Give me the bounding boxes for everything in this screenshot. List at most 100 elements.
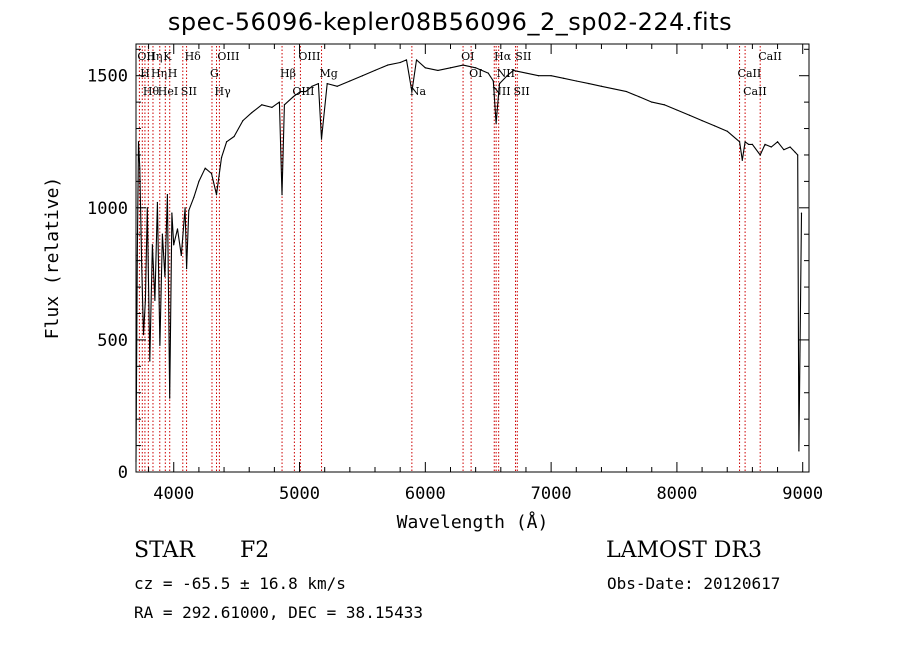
redshift-readout: cz = -65.5 ± 16.8 km/s bbox=[134, 574, 346, 593]
flux-point-76 bbox=[651, 101, 653, 103]
x-tick-label-4: 8000 bbox=[656, 484, 697, 504]
flux-point-28 bbox=[215, 193, 218, 196]
marker-label-14: OIII bbox=[292, 85, 314, 98]
axis-ticks: 4000 5000 6000 7000 8000 9000 0 500 1000 1500 bbox=[87, 44, 823, 504]
flux-point-70 bbox=[575, 80, 577, 82]
marker-label-5: HeI bbox=[158, 85, 178, 98]
flux-point-4 bbox=[141, 265, 143, 267]
flux-point-55 bbox=[424, 67, 426, 69]
marker-labels: OIIHHθHηHηHeIKHSIIHδGHγOIIIHβOIIIOIIIMgN… bbox=[137, 50, 781, 98]
flux-point-15 bbox=[166, 193, 169, 196]
marker-label-8: SII bbox=[181, 85, 197, 98]
flux-point-80 bbox=[701, 120, 703, 122]
marker-label-0: OII bbox=[137, 50, 155, 63]
flux-line bbox=[135, 59, 803, 462]
marker-label-27: CaII bbox=[758, 50, 782, 63]
y-tick-label-3: 1500 bbox=[87, 67, 128, 87]
flux-point-50 bbox=[386, 64, 389, 66]
flux-point-74 bbox=[625, 90, 628, 93]
y-tick-label-0: 0 bbox=[118, 463, 128, 483]
flux-point-63 bbox=[498, 83, 501, 85]
flux-point-39 bbox=[292, 96, 294, 98]
flux-point-8 bbox=[149, 360, 151, 362]
flux-point-75 bbox=[638, 96, 640, 98]
marker-label-11: Hγ bbox=[215, 85, 232, 98]
flux-point-83 bbox=[738, 141, 741, 143]
marker-label-1: H bbox=[140, 67, 150, 80]
flux-point-22 bbox=[185, 267, 188, 270]
flux-point-56 bbox=[437, 69, 439, 72]
flux-point-1 bbox=[136, 254, 138, 256]
plot-frame bbox=[135, 43, 810, 473]
marker-label-4: Hη bbox=[151, 67, 167, 80]
marker-label-13: Hβ bbox=[280, 67, 296, 80]
flux-point-58 bbox=[462, 64, 464, 66]
flux-point-42 bbox=[311, 85, 313, 87]
flux-point-20 bbox=[180, 254, 182, 256]
flux-point-35 bbox=[271, 106, 273, 109]
x-tick-label-0: 4000 bbox=[153, 484, 194, 504]
flux-point-25 bbox=[198, 180, 200, 182]
observation-date: Obs-Date: 20120617 bbox=[607, 574, 781, 593]
flux-point-92 bbox=[783, 149, 785, 151]
marker-label-16: Mg bbox=[320, 67, 338, 80]
survey-name: LAMOST DR3 bbox=[606, 538, 762, 563]
flux-point-54 bbox=[415, 59, 418, 61]
marker-label-22: NII bbox=[497, 67, 515, 80]
flux-point-60 bbox=[487, 72, 489, 74]
flux-point-21 bbox=[184, 207, 186, 209]
flux-point-18 bbox=[173, 244, 175, 246]
flux-point-38 bbox=[283, 104, 286, 106]
object-subclass: F2 bbox=[240, 538, 270, 563]
x-tick-label-1: 5000 bbox=[279, 484, 320, 504]
marker-label-9: Hδ bbox=[185, 50, 202, 63]
flux-point-26 bbox=[204, 167, 206, 169]
flux-point-66 bbox=[525, 72, 527, 74]
flux-point-65 bbox=[512, 69, 514, 72]
flux-point-9 bbox=[151, 244, 153, 246]
flux-point-0 bbox=[135, 460, 137, 463]
marker-label-6: K bbox=[163, 50, 172, 63]
x-tick-label-3: 7000 bbox=[531, 484, 572, 504]
marker-label-7: H bbox=[168, 67, 178, 80]
flux-point-45 bbox=[326, 83, 328, 85]
flux-point-91 bbox=[776, 141, 779, 143]
flux-point-37 bbox=[281, 193, 283, 196]
x-tick-label-5: 9000 bbox=[782, 484, 823, 504]
flux-point-68 bbox=[550, 75, 552, 77]
flux-point-29 bbox=[220, 157, 223, 159]
flux-point-44 bbox=[320, 138, 323, 140]
flux-point-89 bbox=[764, 143, 766, 145]
flux-point-19 bbox=[176, 228, 179, 230]
flux-point-57 bbox=[449, 67, 452, 69]
flux-point-86 bbox=[748, 143, 750, 145]
flux-point-17 bbox=[171, 212, 173, 214]
marker-label-2: Hθ bbox=[143, 85, 160, 98]
flux-point-31 bbox=[233, 135, 235, 138]
flux-point-69 bbox=[563, 77, 565, 79]
line-markers bbox=[138, 46, 761, 472]
marker-label-21: Hα bbox=[494, 50, 512, 63]
flux-point-16 bbox=[169, 397, 171, 399]
flux-point-93 bbox=[789, 146, 791, 148]
marker-label-19: OI bbox=[469, 67, 482, 80]
flux-point-90 bbox=[770, 146, 772, 148]
flux-point-53 bbox=[411, 90, 413, 93]
flux-point-2 bbox=[137, 141, 140, 143]
marker-label-20: NII bbox=[492, 85, 510, 98]
flux-point-61 bbox=[492, 80, 494, 82]
flux-point-7 bbox=[146, 207, 148, 209]
flux-point-81 bbox=[714, 125, 716, 127]
flux-point-79 bbox=[688, 114, 691, 116]
object-class: STAR bbox=[134, 538, 195, 563]
flux-point-43 bbox=[317, 83, 320, 85]
flux-point-11 bbox=[156, 201, 158, 204]
marker-label-10: G bbox=[210, 67, 219, 80]
flux-point-12 bbox=[159, 344, 161, 346]
marker-label-3: Hη bbox=[146, 50, 162, 63]
flux-point-46 bbox=[336, 85, 338, 87]
marker-label-18: OI bbox=[461, 50, 474, 63]
flux-point-33 bbox=[251, 112, 253, 114]
flux-point-6 bbox=[144, 299, 147, 301]
